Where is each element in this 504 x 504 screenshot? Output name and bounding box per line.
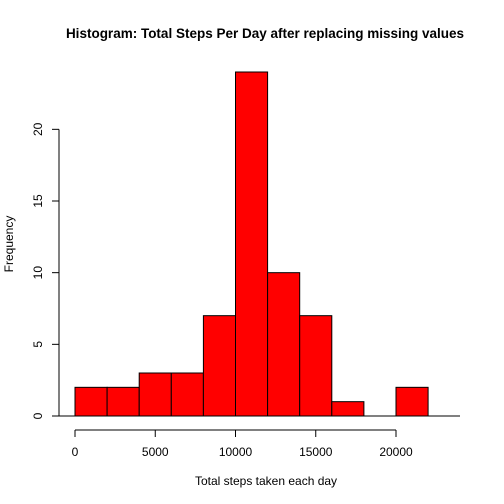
histogram-bar-5 xyxy=(235,71,269,417)
y-axis-label: Frequency xyxy=(2,216,16,273)
y-tick-label: 10 xyxy=(31,266,45,280)
bars-group xyxy=(58,71,460,417)
histogram-bar-3 xyxy=(170,372,204,417)
x-tick-label: 0 xyxy=(72,445,79,459)
histogram-bar-10 xyxy=(395,386,429,417)
y-tick-label: 15 xyxy=(31,194,45,208)
histogram-bar-2 xyxy=(138,372,172,417)
y-tick-label: 0 xyxy=(31,412,45,419)
histogram-bar-7 xyxy=(299,315,333,417)
x-axis-label: Total steps taken each day xyxy=(195,474,337,488)
histogram-bar-4 xyxy=(202,315,236,417)
x-tick-label: 10000 xyxy=(219,445,253,459)
histogram-bar-8 xyxy=(331,401,365,417)
x-tick-label: 15000 xyxy=(299,445,333,459)
histogram-bar-6 xyxy=(267,272,301,417)
x-axis: 0 5000 10000 15000 20000 xyxy=(72,429,413,459)
chart-title: Histogram: Total Steps Per Day after rep… xyxy=(66,26,464,41)
histogram-bar-1 xyxy=(106,386,140,417)
y-axis: 0 5 10 15 20 xyxy=(31,122,60,419)
x-tick-label: 20000 xyxy=(379,445,413,459)
histogram-bar-0 xyxy=(74,386,108,417)
y-tick-label: 20 xyxy=(31,122,45,136)
x-tick-label: 5000 xyxy=(142,445,169,459)
y-tick-label: 5 xyxy=(31,341,45,348)
